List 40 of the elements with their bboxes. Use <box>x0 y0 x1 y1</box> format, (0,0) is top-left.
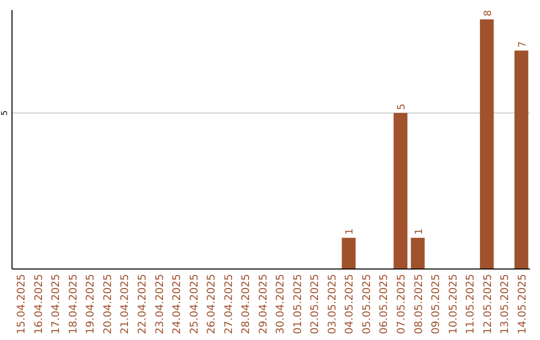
x-tick-label: 07.05.2025 <box>396 274 408 334</box>
x-tick-label: 04.05.2025 <box>344 274 356 334</box>
x-tick-label: 02.05.2025 <box>309 274 322 334</box>
x-tick-label: 29.04.2025 <box>257 274 270 334</box>
x-tick-label: 13.05.2025 <box>499 274 512 334</box>
x-tick-label: 12.05.2025 <box>482 274 494 334</box>
x-tick-label: 20.04.2025 <box>102 274 114 334</box>
x-tick-label: 19.04.2025 <box>84 274 97 334</box>
x-tick-label: 06.05.2025 <box>378 274 390 334</box>
x-tick-label: 09.05.2025 <box>430 274 442 334</box>
x-tick-label: 01.05.2025 <box>292 274 304 334</box>
x-tick-label: 18.04.2025 <box>67 274 80 334</box>
bar <box>410 238 425 269</box>
x-tick-label: 26.04.2025 <box>206 274 218 334</box>
x-tick-label: 23.04.2025 <box>154 274 166 334</box>
bar <box>480 19 494 269</box>
x-tick-label: 27.04.2025 <box>222 274 235 334</box>
x-tick-label: 30.04.2025 <box>274 274 287 334</box>
data-label: 5 <box>396 104 408 110</box>
x-tick-label: 28.04.2025 <box>240 274 252 334</box>
x-tick-label: 16.04.2025 <box>32 274 45 334</box>
x-tick-label: 25.04.2025 <box>188 274 200 334</box>
bar <box>342 238 356 269</box>
x-tick-label: 10.05.2025 <box>447 274 460 334</box>
data-label: 1 <box>344 228 356 235</box>
x-tick-label: 24.04.2025 <box>171 274 184 334</box>
x-tick-label: 21.04.2025 <box>119 274 132 334</box>
data-label: 1 <box>414 228 425 235</box>
bar <box>514 50 528 269</box>
x-tick-label: 14.05.2025 <box>516 274 528 334</box>
x-tick-label: 15.04.2025 <box>16 274 28 334</box>
data-label: 8 <box>482 10 494 16</box>
data-label: 7 <box>517 41 528 48</box>
bar <box>394 112 408 269</box>
x-tick-label: 03.05.2025 <box>326 274 338 334</box>
x-tick-label: 11.05.2025 <box>464 274 477 334</box>
x-tick-label: 17.04.2025 <box>50 274 62 334</box>
x-tick-label: 05.05.2025 <box>360 274 373 334</box>
x-tick-label: 22.04.2025 <box>136 274 148 334</box>
x-tick-label: 08.05.2025 <box>412 274 425 334</box>
